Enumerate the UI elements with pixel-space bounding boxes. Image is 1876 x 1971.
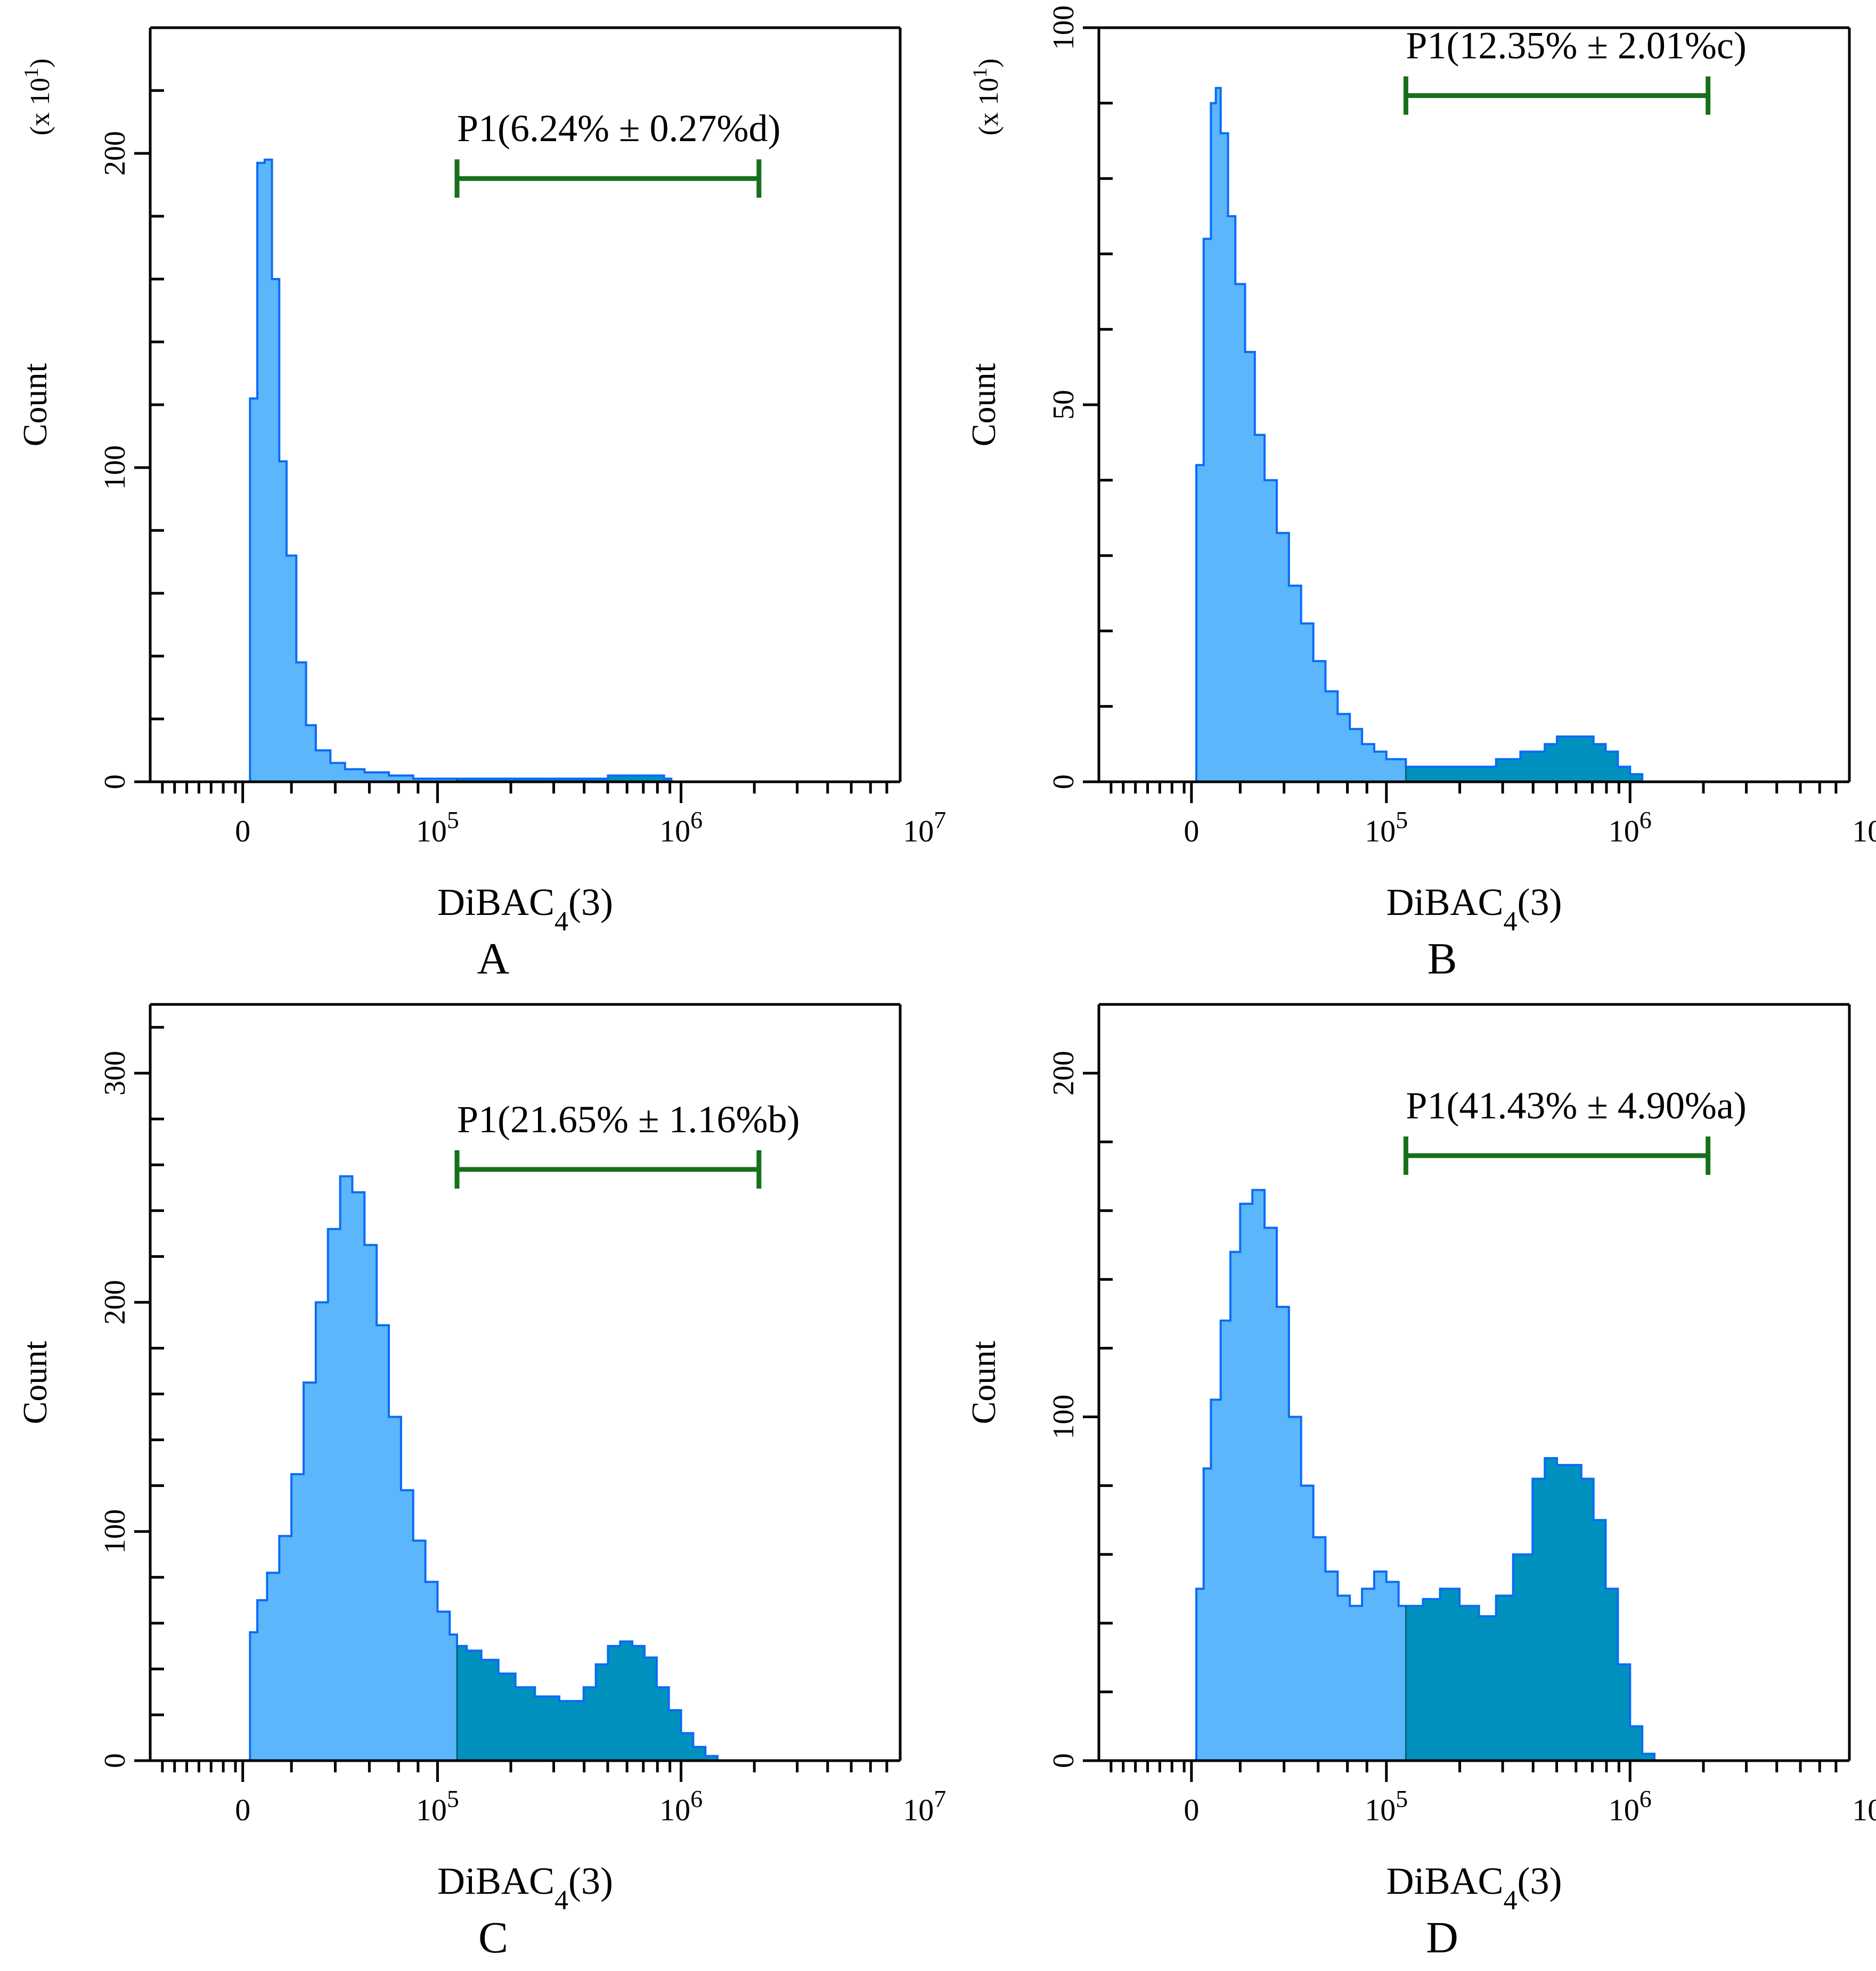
histogram-gated-area	[1406, 737, 1667, 782]
panel-b: 0 50 100 Count (x 101) 0 105 106 107 DiBAC4(3)B P1…	[965, 5, 1876, 984]
y-tick-label: 100	[1047, 1395, 1080, 1440]
histogram-outline	[242, 1175, 730, 1762]
y-axis-label: Count	[16, 363, 54, 447]
panel-d: 0 100 200 Count 0 105 106 107 DiBAC4(3)D P1(41.43…	[965, 1003, 1876, 1962]
gate-label: P1(12.35% ± 2.01%c)	[1406, 24, 1746, 67]
x-axis-label: DiBAC4(3)	[437, 1860, 613, 1916]
x-tick-label: 0	[1184, 814, 1199, 848]
x-tick-label: 106	[659, 1785, 703, 1828]
y-axis-label: Count	[965, 1341, 1002, 1425]
histogram-area	[242, 1176, 730, 1761]
histogram-gated-area	[1406, 1458, 1667, 1761]
y-tick-label: 200	[99, 1280, 132, 1324]
gate-label: P1(6.24% ± 0.27%d)	[457, 107, 780, 150]
x-tick-label: 106	[1609, 806, 1652, 849]
x-tick-label: 0	[1184, 1793, 1199, 1827]
y-tick-label: 300	[99, 1051, 132, 1095]
panel-a: 0 100 200 Count (x 101) 0 105 106 107 DiBAC4(3)A P…	[16, 26, 946, 984]
histogram-outline	[1191, 87, 1667, 783]
gate-label: P1(21.65% ± 1.16%b)	[457, 1098, 800, 1141]
y-tick-label: 0	[1047, 774, 1080, 789]
y-tick-label: 0	[99, 1753, 132, 1768]
x-axis-label: DiBAC4(3)	[1386, 1860, 1562, 1916]
y-tick-label: 100	[99, 445, 132, 490]
x-tick-label: 105	[416, 806, 459, 849]
x-tick-label: 106	[1609, 1785, 1652, 1828]
y-multiplier: (x 101)	[969, 59, 1004, 136]
x-tick-label: 107	[1852, 806, 1876, 849]
panel-label: C	[478, 1913, 508, 1962]
panel-label: B	[1427, 934, 1457, 984]
x-tick-label: 0	[235, 1793, 250, 1827]
x-axis-label: DiBAC4(3)	[1386, 881, 1562, 937]
histogram-outline	[1191, 1189, 1667, 1762]
x-tick-label: 105	[1365, 1785, 1408, 1828]
x-tick-label: 0	[235, 814, 250, 848]
y-tick-label: 0	[1047, 1753, 1080, 1768]
x-tick-label: 106	[659, 806, 703, 849]
y-tick-label: 50	[1047, 390, 1080, 420]
histogram-outline	[242, 158, 730, 783]
histogram-area	[242, 159, 730, 782]
panel-label: A	[477, 934, 510, 984]
x-tick-label: 105	[416, 1785, 459, 1828]
panel-label: D	[1426, 1913, 1458, 1962]
gate-label: P1(41.43% ± 4.90%a)	[1406, 1084, 1746, 1127]
y-tick-label: 100	[1047, 5, 1080, 50]
panel-c: 0 100 200 300 Count 0 105 106 107 DiBAC4(3)C P1(21…	[16, 1003, 946, 1962]
x-axis-label: DiBAC4(3)	[437, 881, 613, 937]
x-tick-label: 107	[1852, 1785, 1876, 1828]
y-tick-label: 0	[99, 774, 132, 789]
y-tick-label: 200	[99, 131, 132, 176]
y-tick-label: 100	[99, 1509, 132, 1554]
histogram-gated-area	[457, 775, 730, 782]
y-tick-label: 200	[1047, 1051, 1080, 1095]
x-tick-label: 107	[903, 1785, 946, 1828]
histogram-area	[1191, 88, 1667, 782]
y-multiplier: (x 101)	[20, 59, 55, 136]
histogram-gated-area	[457, 1634, 730, 1761]
x-tick-label: 105	[1365, 806, 1408, 849]
y-axis-label: Count	[965, 363, 1002, 447]
x-tick-label: 107	[903, 806, 946, 849]
y-axis-label: Count	[16, 1341, 54, 1425]
